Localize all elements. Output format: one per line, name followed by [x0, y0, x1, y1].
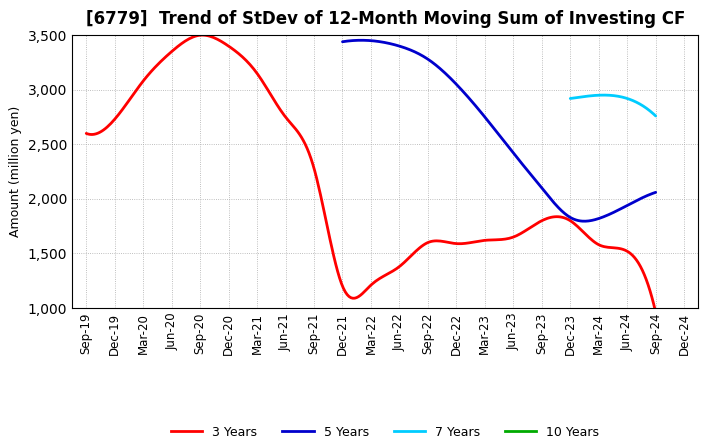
3 Years [652, 310, 660, 315]
Title: [6779]  Trend of StDev of 12-Month Moving Sum of Investing CF: [6779] Trend of StDev of 12-Month Moving… [86, 10, 685, 28]
5 Years [652, 190, 660, 195]
5 Years [604, 212, 613, 217]
7 Years [566, 96, 575, 101]
5 Years [580, 219, 589, 224]
Y-axis label: Amount (million yen): Amount (million yen) [9, 106, 22, 237]
7 Years [599, 92, 608, 98]
5 Years [531, 177, 539, 183]
3 Years [84, 132, 92, 137]
3 Years [82, 131, 91, 136]
Line: 7 Years: 7 Years [570, 95, 656, 116]
5 Years [338, 39, 347, 44]
3 Years [600, 244, 608, 249]
5 Years [526, 171, 534, 176]
3 Years [432, 238, 441, 243]
7 Years [644, 107, 652, 112]
5 Years [525, 169, 534, 175]
3 Years [421, 241, 430, 246]
Line: 5 Years: 5 Years [343, 40, 656, 221]
3 Years [198, 33, 207, 38]
Line: 3 Years: 3 Years [86, 35, 656, 312]
3 Years [564, 217, 572, 222]
7 Years [638, 103, 647, 108]
7 Years [617, 94, 626, 99]
7 Years [617, 94, 626, 99]
7 Years [652, 114, 660, 119]
5 Years [357, 38, 366, 43]
5 Years [624, 202, 633, 207]
Legend: 3 Years, 5 Years, 7 Years, 10 Years: 3 Years, 5 Years, 7 Years, 10 Years [166, 421, 604, 440]
5 Years [339, 39, 348, 44]
7 Years [618, 95, 627, 100]
3 Years [423, 240, 431, 246]
7 Years [566, 96, 575, 101]
